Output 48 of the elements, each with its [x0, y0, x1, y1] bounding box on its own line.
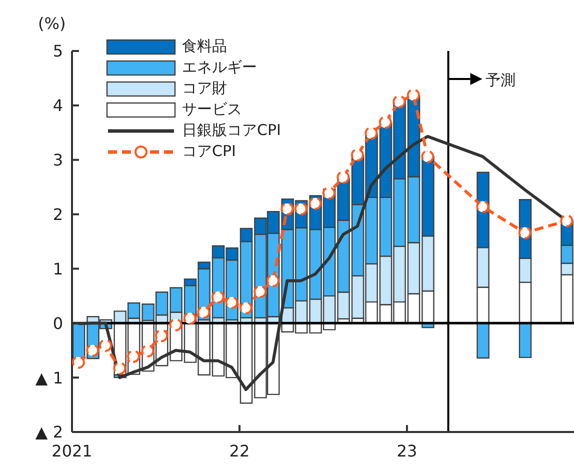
point — [86, 344, 100, 357]
x-tick-label: 2021 — [52, 441, 92, 460]
point — [406, 88, 420, 102]
legend-label: 日銀版コアCPI — [182, 120, 281, 141]
y-tick-label: ▲ 1 — [35, 368, 63, 388]
point — [211, 290, 224, 304]
point — [266, 274, 280, 288]
legend-label: エネルギー — [182, 57, 257, 78]
point — [154, 329, 168, 342]
point — [169, 318, 182, 332]
bar — [518, 322, 532, 358]
legend-label: コアCPI — [182, 141, 236, 162]
point — [72, 356, 85, 369]
point — [364, 126, 378, 140]
point — [294, 202, 308, 216]
point — [98, 338, 112, 352]
point — [197, 306, 210, 319]
point — [126, 350, 140, 363]
y-tick-label: ▲ 2 — [35, 422, 63, 442]
legend-label: サービス — [182, 99, 242, 120]
x-tick-label: 23 — [396, 441, 418, 460]
y-tick-label: 4 — [52, 96, 63, 116]
point — [392, 95, 406, 108]
point — [336, 170, 350, 184]
y-tick-label: 1 — [52, 259, 63, 278]
point — [421, 150, 434, 164]
y-tick-label: 5 — [52, 42, 63, 61]
bar — [476, 322, 490, 359]
point — [350, 148, 364, 162]
legend-label: 食料品 — [182, 36, 227, 57]
point — [322, 186, 336, 200]
y-axis-title: (%) — [38, 14, 66, 33]
y-tick-label: 2 — [52, 204, 63, 224]
y-tick-label: 0 — [52, 314, 63, 333]
point — [378, 116, 392, 129]
point — [308, 196, 322, 210]
point — [225, 296, 238, 309]
point — [113, 362, 126, 375]
ref-line-label: 予測 — [485, 71, 516, 89]
point — [476, 200, 490, 214]
x-tick-label: 22 — [229, 441, 250, 460]
point — [280, 202, 294, 216]
y-tick-label: 3 — [52, 150, 63, 170]
point — [518, 226, 532, 240]
point — [254, 285, 267, 298]
legend-label: コア財 — [182, 78, 227, 99]
point — [560, 214, 574, 228]
point — [239, 301, 252, 314]
